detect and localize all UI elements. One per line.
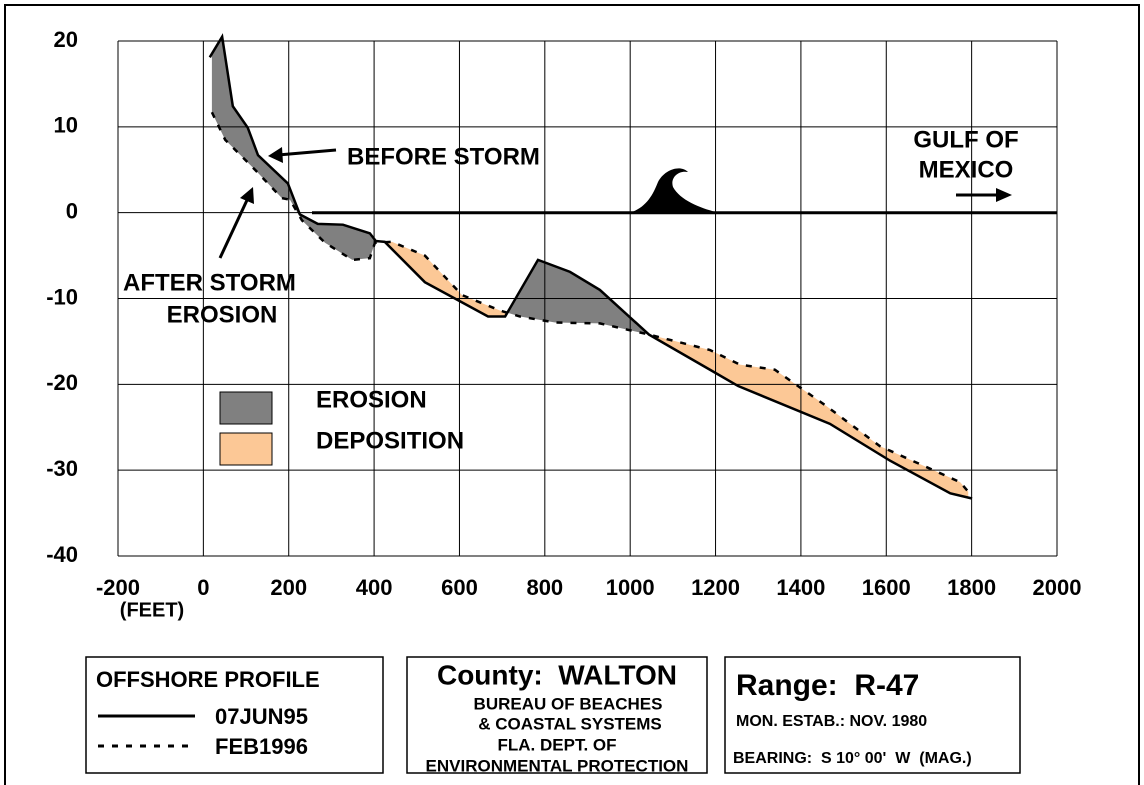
legend-label: 07JUN95 xyxy=(215,704,308,729)
x-tick-label: 400 xyxy=(356,575,393,600)
arrow-head xyxy=(268,147,283,163)
x-tick-label: 1400 xyxy=(776,575,825,600)
range: Range: R-47 xyxy=(736,669,919,702)
annotation: AFTER STORM xyxy=(123,269,296,296)
x-tick-label: 1800 xyxy=(947,575,996,600)
agency-line: FLA. DEPT. OF xyxy=(498,735,617,754)
legend-swatch xyxy=(219,432,273,466)
y-tick-label: 0 xyxy=(66,198,78,223)
wave-icon xyxy=(632,168,716,212)
x-tick-label: 1200 xyxy=(691,575,740,600)
profile-line xyxy=(208,33,973,500)
x-tick-label: 2000 xyxy=(1033,575,1082,600)
legend-title: OFFSHORE PROFILE xyxy=(96,667,320,692)
y-tick-label: -30 xyxy=(46,456,78,481)
x-tick-label: 200 xyxy=(270,575,307,600)
arrow xyxy=(218,197,250,259)
annotation: EROSION xyxy=(167,301,278,328)
y-tick-label: -10 xyxy=(46,284,78,309)
y-tick-label: -40 xyxy=(46,542,78,567)
erosion-area xyxy=(211,41,969,492)
x-tick-label: 1000 xyxy=(606,575,655,600)
agency-line: BUREAU OF BEACHES xyxy=(474,694,663,713)
y-tick-label: 10 xyxy=(54,113,78,138)
legend-label: EROSION xyxy=(316,386,427,413)
x-tick-label: 1600 xyxy=(862,575,911,600)
county: County: WALTON xyxy=(437,659,677,690)
x-tick-label: 600 xyxy=(441,575,478,600)
agency-line: & COASTAL SYSTEMS xyxy=(478,714,662,733)
annotation: BEFORE STORM xyxy=(347,143,540,170)
x-tick-label: 800 xyxy=(526,575,563,600)
frame xyxy=(4,4,1140,785)
legend-label: FEB1996 xyxy=(215,734,308,759)
arrow-head xyxy=(996,188,1012,202)
annotation: MEXICO xyxy=(919,156,1014,183)
county-box xyxy=(406,656,708,774)
legend-box xyxy=(85,656,384,774)
y-tick-label: 20 xyxy=(54,27,78,52)
legend-label: DEPOSITION xyxy=(316,427,464,454)
x-axis-label: (FEET) xyxy=(120,599,184,621)
legend-swatch xyxy=(219,391,273,425)
arrow xyxy=(277,148,337,157)
bearing: BEARING: S 10° 00' W (MAG.) xyxy=(733,750,972,767)
y-tick-label: -20 xyxy=(46,370,78,395)
range-box xyxy=(724,656,1021,774)
established: MON. ESTAB.: NOV. 1980 xyxy=(736,713,927,730)
profile-line xyxy=(210,111,970,493)
agency-line: ENVIRONMENTAL PROTECTION xyxy=(426,756,689,775)
deposition-area xyxy=(211,112,969,499)
x-tick-label: -200 xyxy=(96,575,140,600)
arrow-head xyxy=(240,187,254,204)
annotation: GULF OF xyxy=(913,126,1018,153)
x-tick-label: 0 xyxy=(197,575,209,600)
